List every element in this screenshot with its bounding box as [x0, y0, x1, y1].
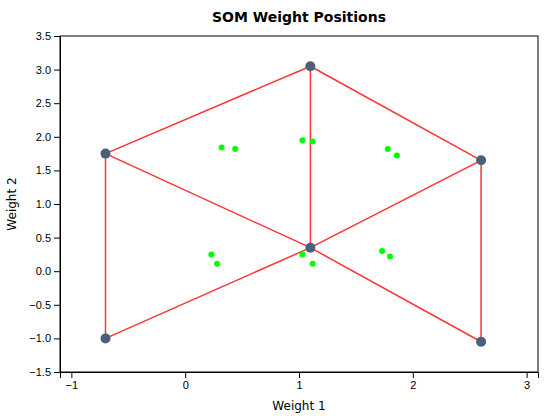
- connection-line: [310, 160, 481, 247]
- tick-label: −1.5: [29, 366, 51, 378]
- y-axis-title: Weight 2: [5, 177, 19, 230]
- tick-mark: [54, 103, 60, 104]
- tick: −0.5: [29, 299, 60, 311]
- tick-label: 0: [183, 379, 189, 391]
- tick-mark: [54, 137, 60, 138]
- data-dot: [299, 137, 305, 143]
- chart: −1 0 1 2 3 −1.5 −1.0 −0.5 0.0 0.5 1.0 1.5 2.0 2.5 3.0 3…: [0, 0, 560, 420]
- tick-mark: [54, 305, 60, 306]
- node: [476, 155, 486, 165]
- tick-label: 3: [524, 379, 530, 391]
- data-dot: [310, 261, 316, 267]
- tick-label: −1: [66, 379, 79, 391]
- tick-mark: [54, 338, 60, 339]
- tick: −1.0: [29, 332, 60, 344]
- connection-line: [480, 160, 482, 341]
- node: [305, 61, 315, 71]
- marks: [101, 61, 487, 347]
- axis-line: [61, 373, 539, 379]
- node: [476, 337, 486, 347]
- tick: 0.5: [36, 232, 60, 244]
- data-dot: [394, 153, 400, 159]
- plot-frame: [60, 36, 538, 372]
- node: [101, 149, 111, 159]
- x-axis-title: Weight 1: [272, 399, 325, 413]
- tick-label: 2.0: [36, 131, 51, 143]
- tick: 1.5: [36, 164, 60, 176]
- tick: 2.5: [36, 97, 60, 109]
- tick: −1.5: [29, 366, 60, 378]
- data-dot: [385, 146, 391, 152]
- plot: −1 0 1 2 3 −1.5 −1.0 −0.5 0.0 0.5 1.0 1.5 2.0 2.5 3.0 3…: [29, 30, 538, 391]
- tick-mark: [54, 271, 60, 272]
- tick-label: 1.5: [36, 164, 51, 176]
- tick-mark: [527, 372, 528, 378]
- tick-mark: [54, 372, 60, 373]
- node: [101, 333, 111, 343]
- tick-mark: [54, 170, 60, 171]
- data-dot: [387, 253, 393, 259]
- connection-line: [106, 248, 311, 339]
- tick-label: 1.0: [36, 198, 51, 210]
- connection-line: [310, 248, 481, 342]
- data-dot: [379, 248, 385, 254]
- tick-label: −1.0: [29, 332, 51, 344]
- tick-label: 2.5: [36, 97, 51, 109]
- tick-mark: [413, 372, 414, 378]
- tick: 0.0: [36, 265, 60, 277]
- data-dot: [232, 146, 238, 152]
- data-dot: [299, 251, 305, 257]
- tick: 3.0: [36, 64, 60, 76]
- tick-label: 1: [296, 379, 302, 391]
- tick-label: 0.5: [36, 232, 51, 244]
- tick: 0: [183, 372, 189, 391]
- tick: 3: [524, 372, 530, 391]
- tick: 1: [296, 372, 302, 391]
- tick-label: −0.5: [29, 299, 51, 311]
- tick-mark: [71, 372, 72, 378]
- tick: −1: [66, 372, 79, 391]
- tick: 2.0: [36, 131, 60, 143]
- tick-label: 3.5: [36, 30, 51, 42]
- tick-mark: [185, 372, 186, 378]
- data-dot: [208, 251, 214, 257]
- tick-label: 0.0: [36, 265, 51, 277]
- connection-line: [106, 66, 311, 153]
- connection-line: [310, 66, 312, 247]
- data-dot: [214, 261, 220, 267]
- connection-line: [310, 66, 481, 160]
- tick-mark: [54, 36, 60, 37]
- data-dot: [219, 145, 225, 151]
- x-axis: −1 0 1 2 3: [61, 372, 539, 391]
- node: [305, 243, 315, 253]
- tick-mark: [54, 238, 60, 239]
- tick-label: 2: [410, 379, 416, 391]
- tick: 1.0: [36, 198, 60, 210]
- connection-line: [106, 154, 311, 248]
- y-axis: −1.5 −1.0 −0.5 0.0 0.5 1.0 1.5 2.0 2.5 3.0 3.5: [29, 30, 60, 378]
- data-dot: [310, 139, 316, 145]
- tick-mark: [54, 204, 60, 205]
- tick: 2: [410, 372, 416, 391]
- tick-mark: [54, 70, 60, 71]
- tick: 3.5: [36, 30, 60, 42]
- connection-line: [105, 154, 107, 339]
- tick-label: 3.0: [36, 64, 51, 76]
- title: SOM Weight Positions: [212, 9, 386, 25]
- tick-mark: [299, 372, 300, 378]
